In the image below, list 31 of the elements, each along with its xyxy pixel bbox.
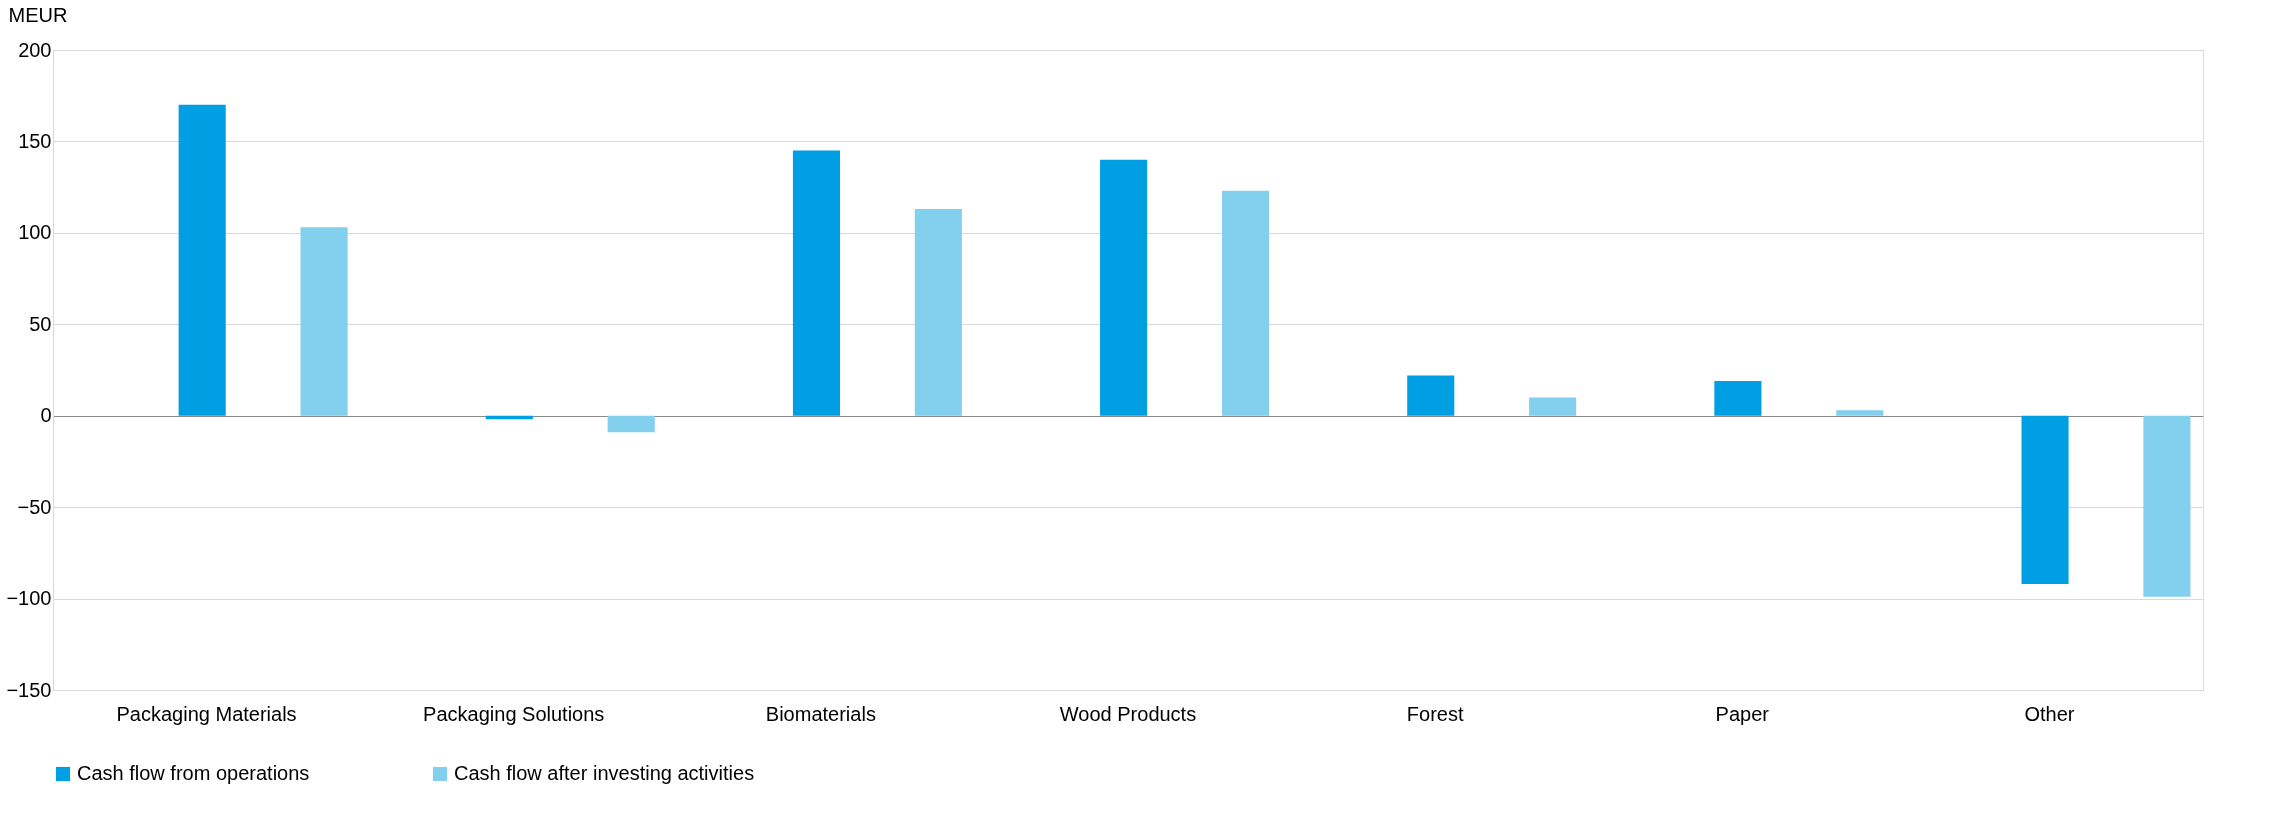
x-tick-label: Packaging Materials — [116, 702, 297, 725]
y-tick-label: 50 — [29, 312, 52, 335]
y-tick-label: 200 — [18, 38, 52, 61]
bar — [607, 415, 655, 433]
y-tick-label: −150 — [6, 678, 52, 701]
y-tick-label: 0 — [40, 404, 52, 427]
bar — [1714, 380, 1762, 416]
x-tick-label: Other — [2024, 702, 2075, 725]
x-tick-label: Paper — [1715, 702, 1770, 725]
bar — [1221, 190, 1270, 416]
y-tick-label: 100 — [18, 221, 52, 244]
legend-label: Cash flow after investing activities — [454, 762, 755, 784]
bar — [1407, 375, 1455, 416]
y-axis-title: MEUR — [8, 3, 68, 26]
legend-label: Cash flow from operations — [77, 762, 310, 784]
y-tick-label: −50 — [17, 495, 52, 518]
y-tick-label: −100 — [6, 587, 52, 610]
y-tick-label: 150 — [18, 129, 52, 152]
bar — [1100, 159, 1148, 416]
bar — [792, 150, 841, 416]
bar — [300, 227, 348, 416]
x-tick-label: Packaging Solutions — [423, 702, 605, 725]
bar — [178, 104, 226, 416]
x-tick-label: Wood Products — [1059, 702, 1197, 725]
bar — [914, 209, 962, 416]
x-tick-label: Forest — [1406, 702, 1464, 725]
bar — [2143, 415, 2191, 597]
bar — [1529, 397, 1577, 416]
x-tick-label: Biomaterials — [765, 702, 876, 725]
bar — [2021, 415, 2069, 584]
bar — [1836, 410, 1884, 416]
